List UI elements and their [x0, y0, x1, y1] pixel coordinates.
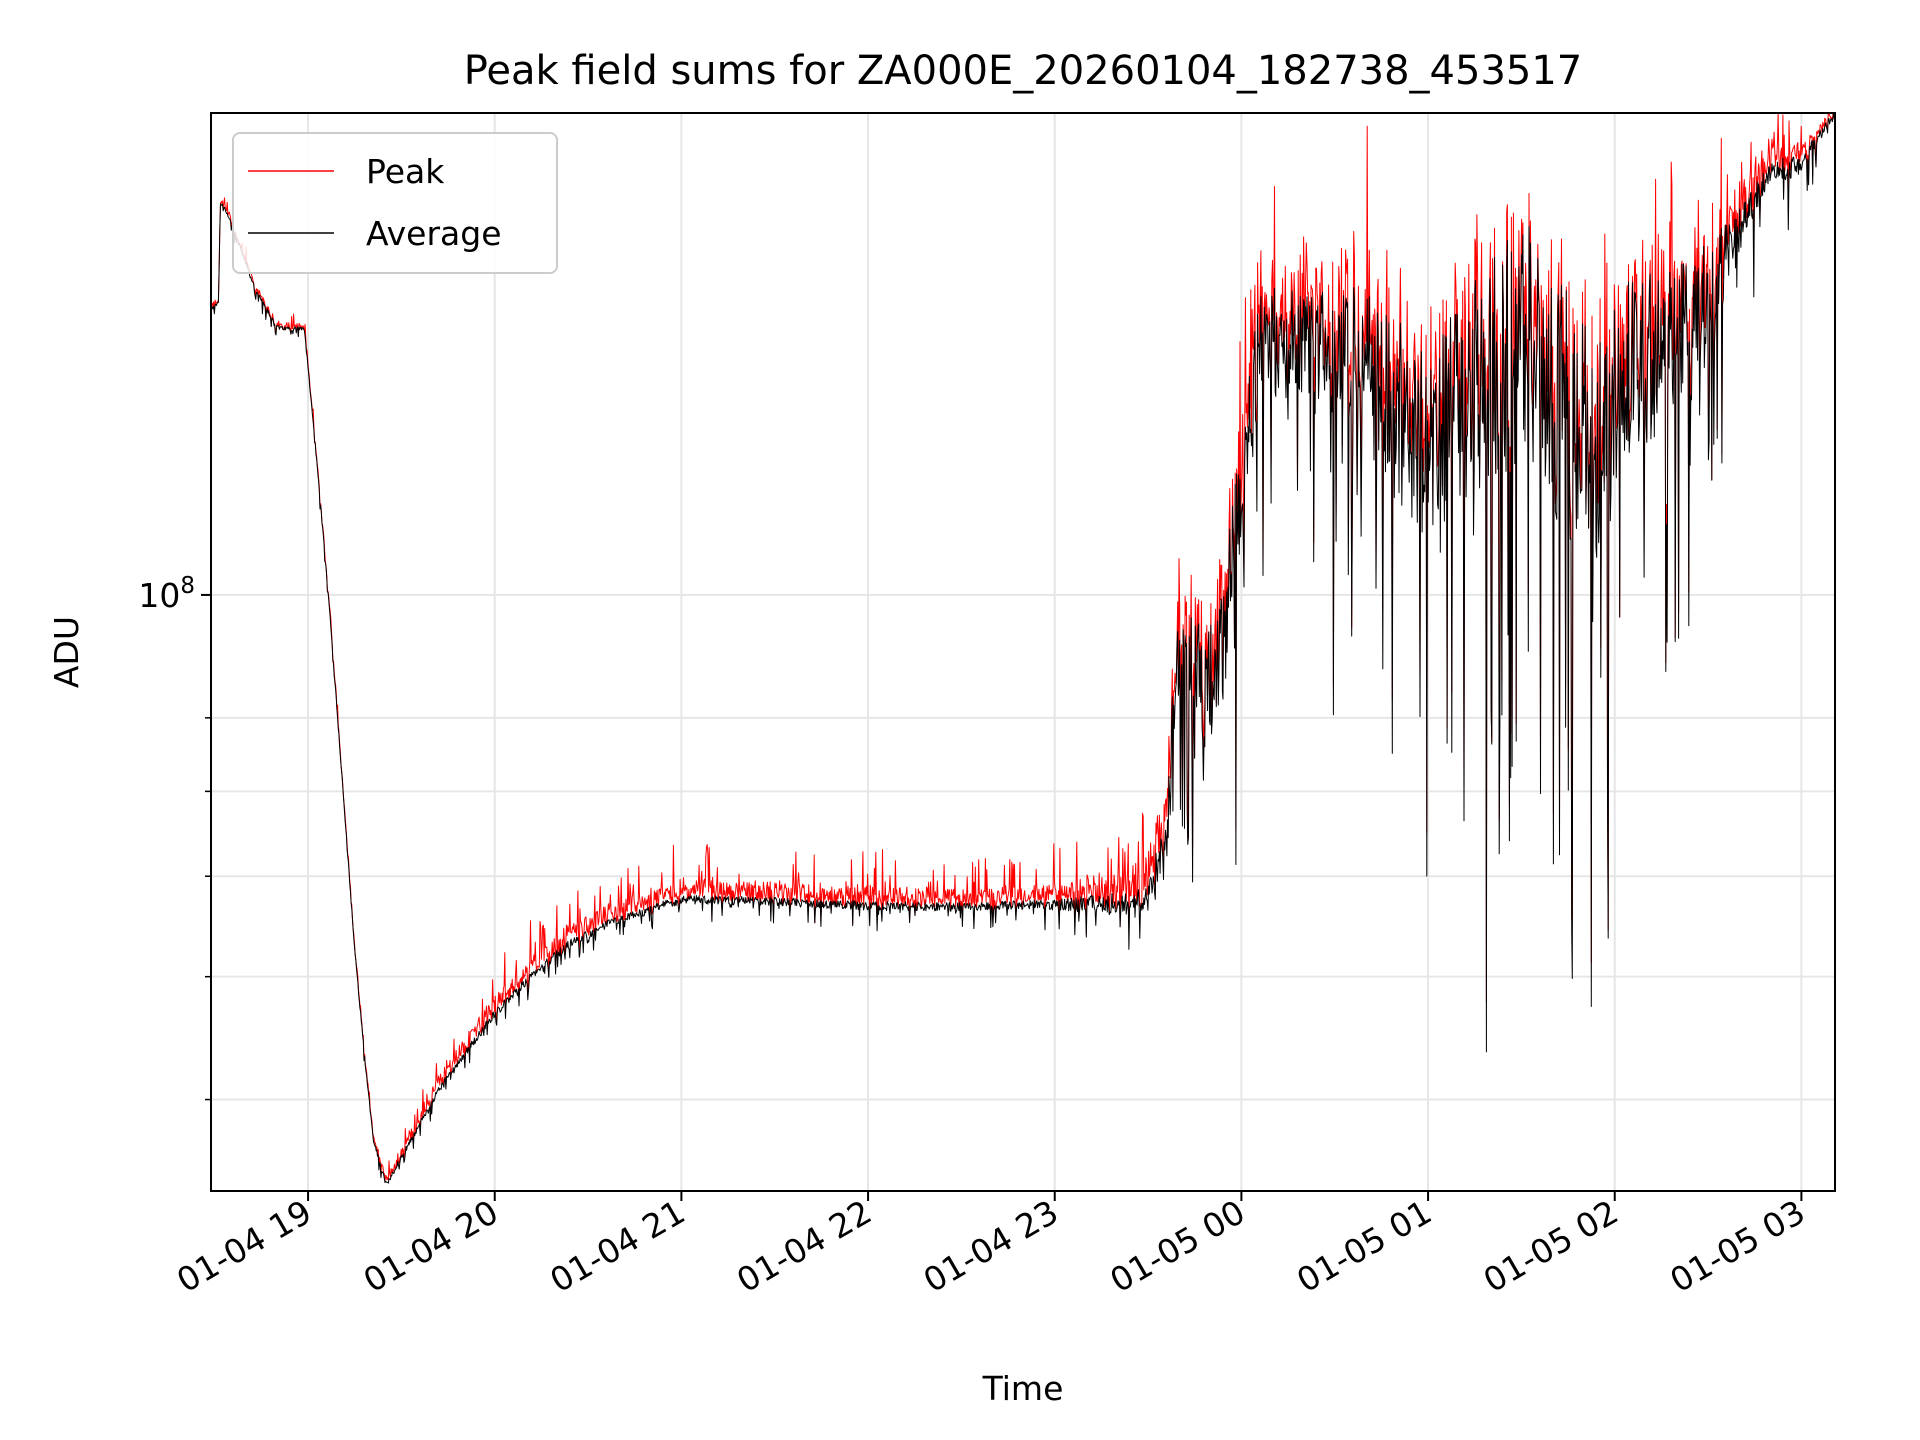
y-tick-label: 108 — [138, 573, 195, 615]
legend-box — [232, 132, 558, 274]
legend-peak-label: Peak — [366, 152, 445, 191]
average-series-line — [210, 112, 1836, 1184]
legend-average-label: Average — [366, 214, 502, 253]
y-axis-label: ADU — [47, 616, 86, 688]
legend: Peak Average — [232, 132, 558, 274]
chart-title: Peak field sums for ZA000E_20260104_1827… — [464, 48, 1583, 94]
y-tick-label-base: 10 — [138, 576, 180, 615]
y-tick-label-exponent: 8 — [180, 573, 195, 599]
series-group — [210, 112, 1836, 1184]
plot-frame — [210, 112, 1836, 1192]
x-axis-label: Time — [982, 1369, 1064, 1408]
